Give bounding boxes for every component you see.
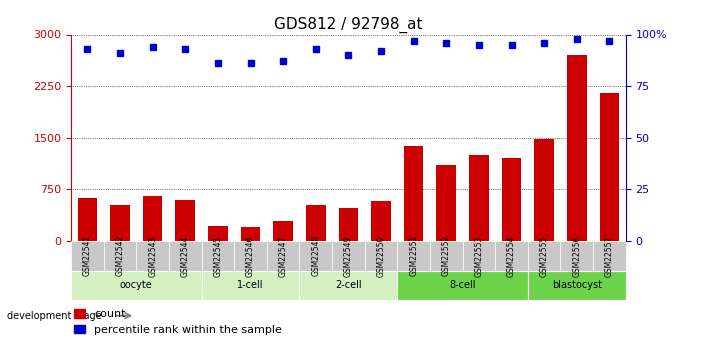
FancyBboxPatch shape bbox=[299, 270, 397, 300]
Bar bbox=[110, 205, 130, 241]
Text: GSM22544: GSM22544 bbox=[181, 235, 190, 277]
FancyBboxPatch shape bbox=[397, 241, 430, 270]
Legend: count, percentile rank within the sample: count, percentile rank within the sample bbox=[70, 305, 287, 339]
Text: GSM22548: GSM22548 bbox=[311, 235, 320, 276]
FancyBboxPatch shape bbox=[169, 241, 202, 270]
Text: GSM22555: GSM22555 bbox=[540, 244, 549, 285]
Text: GSM22553: GSM22553 bbox=[474, 235, 483, 277]
Bar bbox=[143, 196, 162, 241]
Text: 2-cell: 2-cell bbox=[335, 280, 362, 290]
Text: GSM22555: GSM22555 bbox=[540, 235, 549, 277]
Text: GSM22543: GSM22543 bbox=[148, 235, 157, 277]
Bar bbox=[176, 200, 195, 241]
FancyBboxPatch shape bbox=[560, 241, 593, 270]
FancyBboxPatch shape bbox=[365, 241, 397, 270]
Bar bbox=[437, 165, 456, 241]
FancyBboxPatch shape bbox=[267, 241, 299, 270]
Text: GSM22556: GSM22556 bbox=[572, 235, 582, 277]
Text: 1-cell: 1-cell bbox=[237, 280, 264, 290]
Text: GSM22552: GSM22552 bbox=[442, 235, 451, 276]
FancyBboxPatch shape bbox=[71, 241, 104, 270]
Bar bbox=[371, 201, 391, 241]
Text: GSM22550: GSM22550 bbox=[377, 235, 385, 277]
Text: oocyte: oocyte bbox=[120, 280, 153, 290]
Bar bbox=[208, 226, 228, 241]
Title: GDS812 / 92798_at: GDS812 / 92798_at bbox=[274, 17, 422, 33]
Bar bbox=[599, 93, 619, 241]
Text: GSM22541: GSM22541 bbox=[83, 244, 92, 285]
Text: GSM22545: GSM22545 bbox=[213, 235, 223, 277]
Text: GSM22546: GSM22546 bbox=[246, 235, 255, 277]
Bar bbox=[77, 198, 97, 241]
FancyBboxPatch shape bbox=[397, 270, 528, 300]
Bar bbox=[241, 227, 260, 241]
Text: GSM22542: GSM22542 bbox=[115, 244, 124, 285]
Text: GSM22551: GSM22551 bbox=[409, 244, 418, 285]
Text: GSM22550: GSM22550 bbox=[377, 244, 385, 285]
Bar bbox=[273, 221, 293, 241]
FancyBboxPatch shape bbox=[202, 241, 234, 270]
FancyBboxPatch shape bbox=[430, 241, 463, 270]
FancyBboxPatch shape bbox=[202, 270, 299, 300]
FancyBboxPatch shape bbox=[299, 241, 332, 270]
Text: GSM22547: GSM22547 bbox=[279, 244, 288, 285]
FancyBboxPatch shape bbox=[495, 241, 528, 270]
Text: GSM22544: GSM22544 bbox=[181, 244, 190, 285]
FancyBboxPatch shape bbox=[71, 270, 202, 300]
Bar bbox=[306, 205, 326, 241]
Text: GSM22554: GSM22554 bbox=[507, 235, 516, 277]
Bar bbox=[502, 158, 521, 241]
Text: GSM22557: GSM22557 bbox=[605, 235, 614, 277]
Text: GSM22548: GSM22548 bbox=[311, 244, 320, 285]
FancyBboxPatch shape bbox=[593, 241, 626, 270]
Text: GSM22545: GSM22545 bbox=[213, 244, 223, 285]
Text: GSM22541: GSM22541 bbox=[83, 235, 92, 276]
Bar bbox=[469, 155, 488, 241]
FancyBboxPatch shape bbox=[332, 241, 365, 270]
Text: GSM22557: GSM22557 bbox=[605, 244, 614, 285]
Text: GSM22549: GSM22549 bbox=[344, 244, 353, 285]
FancyBboxPatch shape bbox=[234, 241, 267, 270]
Text: GSM22547: GSM22547 bbox=[279, 235, 288, 277]
Text: GSM22553: GSM22553 bbox=[474, 244, 483, 285]
FancyBboxPatch shape bbox=[137, 241, 169, 270]
Bar bbox=[567, 55, 587, 241]
Bar bbox=[535, 139, 554, 241]
Text: development stage: development stage bbox=[7, 311, 102, 321]
Text: 8-cell: 8-cell bbox=[449, 280, 476, 290]
Text: blastocyst: blastocyst bbox=[552, 280, 602, 290]
Bar bbox=[338, 208, 358, 241]
FancyBboxPatch shape bbox=[463, 241, 495, 270]
Text: GSM22542: GSM22542 bbox=[115, 235, 124, 276]
Text: GSM22554: GSM22554 bbox=[507, 244, 516, 285]
Text: GSM22556: GSM22556 bbox=[572, 244, 582, 285]
FancyBboxPatch shape bbox=[104, 241, 137, 270]
FancyBboxPatch shape bbox=[528, 241, 560, 270]
FancyBboxPatch shape bbox=[528, 270, 626, 300]
Text: GSM22549: GSM22549 bbox=[344, 235, 353, 277]
Bar bbox=[404, 146, 424, 241]
Text: GSM22551: GSM22551 bbox=[409, 235, 418, 276]
Text: GSM22546: GSM22546 bbox=[246, 244, 255, 285]
Text: GSM22543: GSM22543 bbox=[148, 244, 157, 285]
Text: GSM22552: GSM22552 bbox=[442, 244, 451, 285]
